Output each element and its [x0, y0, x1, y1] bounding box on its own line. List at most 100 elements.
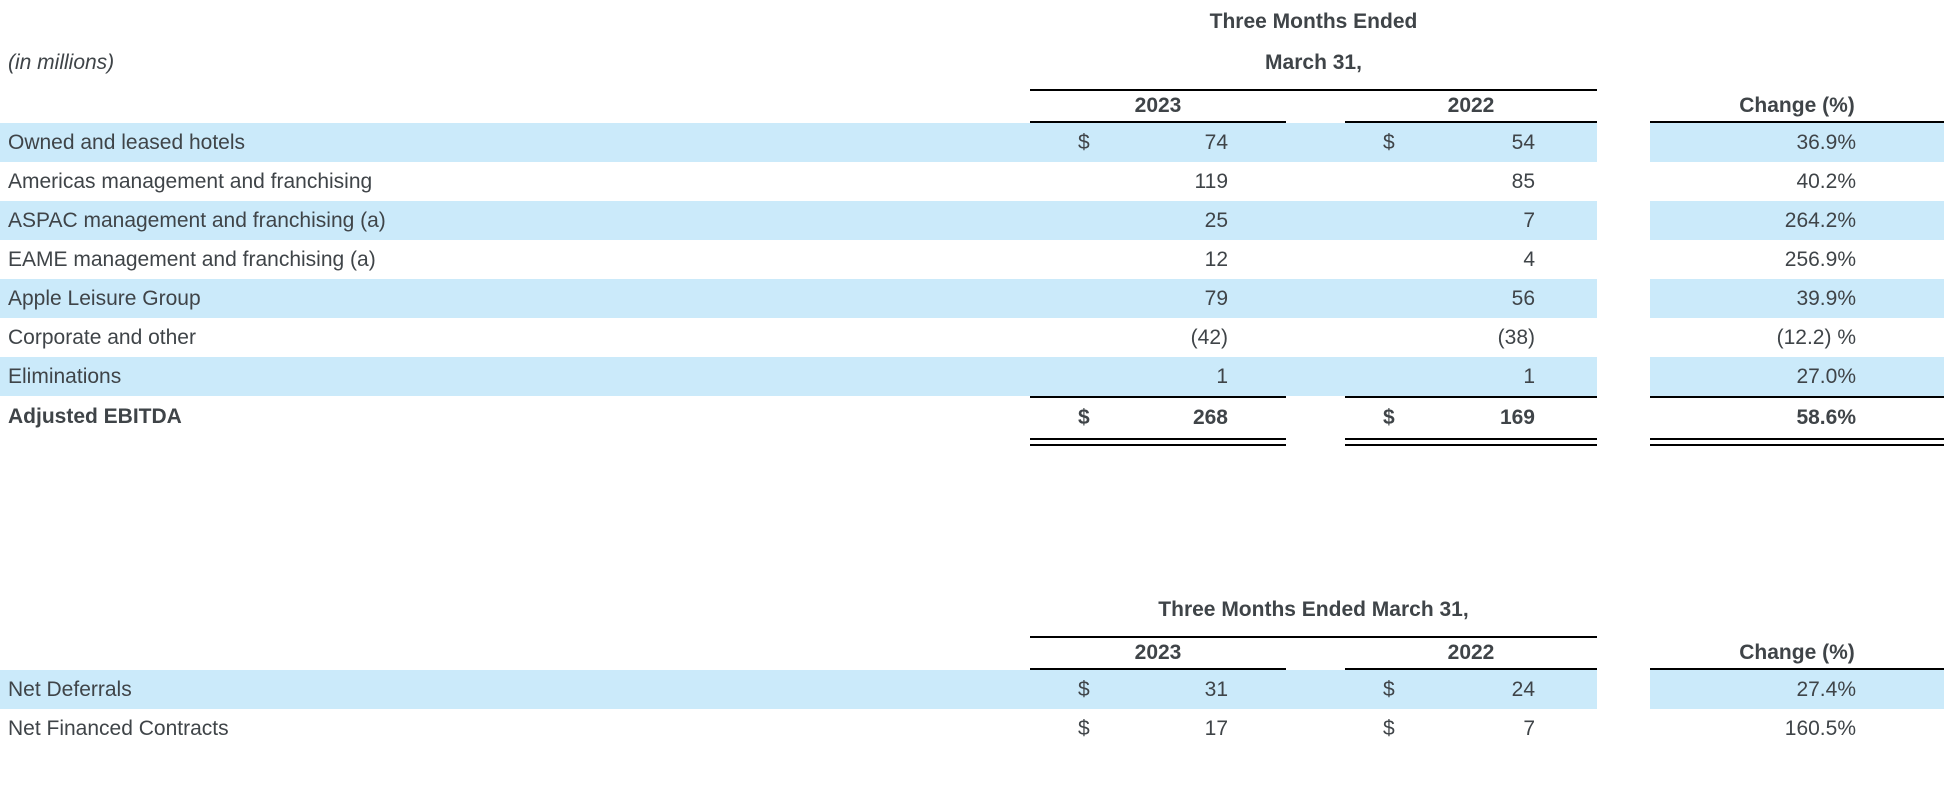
dollar-sign: $: [1078, 716, 1090, 740]
cell-2023: 79: [1030, 279, 1286, 318]
cell-change: 27.4%: [1650, 670, 1944, 709]
dollar-sign: $: [1383, 130, 1395, 154]
value-2022: 85: [1511, 169, 1535, 193]
dollar-sign: $: [1383, 677, 1395, 701]
value-2022: (38): [1497, 325, 1535, 349]
dollar-sign: $: [1078, 406, 1090, 429]
cell-change: 36.9%: [1650, 123, 1944, 162]
table-row: Owned and leased hotels $74 $54 36.9%: [0, 123, 1944, 162]
table-row: Net Deferrals $31 $24 27.4%: [0, 670, 1944, 709]
cell-2023: 1: [1030, 357, 1286, 396]
table-row: Net Financed Contracts $17 $7 160.5%: [0, 709, 1944, 748]
row-label: Net Deferrals: [8, 677, 132, 701]
column-header-change: Change (%): [1650, 638, 1944, 670]
cell-change: (12.2) %: [1650, 318, 1944, 357]
cell-2023: $17: [1030, 709, 1286, 748]
value-2023: 74: [1204, 130, 1228, 154]
period-title-line2: March 31,: [1265, 51, 1362, 74]
change-value: 27.4%: [1796, 677, 1856, 701]
change-value: 40.2%: [1796, 169, 1856, 193]
value-2023: 12: [1204, 247, 1228, 271]
row-label: Apple Leisure Group: [8, 286, 201, 310]
value-2022: 54: [1511, 130, 1535, 154]
table-row: Apple Leisure Group 79 56 39.9%: [0, 279, 1944, 318]
cell-2022: 85: [1345, 162, 1597, 201]
value-2023: 268: [1192, 406, 1228, 429]
column-gap: [1286, 709, 1345, 748]
value-2022: 56: [1511, 286, 1535, 310]
band-gap: [1597, 670, 1650, 709]
row-main-band: Americas management and franchising 119 …: [0, 162, 1597, 201]
row-main-band: Eliminations 1 1: [0, 357, 1597, 396]
table-row: ASPAC management and franchising (a) 25 …: [0, 201, 1944, 240]
row-label: Owned and leased hotels: [8, 130, 245, 154]
change-value: 160.5%: [1784, 716, 1856, 740]
change-value: 27.0%: [1796, 364, 1856, 388]
band-gap: [1597, 201, 1650, 240]
row-label: ASPAC management and franchising (a): [8, 208, 386, 232]
change-value: 39.9%: [1796, 286, 1856, 310]
band-gap: [1597, 318, 1650, 357]
column-gap: [1286, 91, 1345, 123]
double-rule-row: [0, 438, 1944, 447]
period-title-line1: Three Months Ended: [1209, 10, 1418, 33]
cell-2023: 119: [1030, 162, 1286, 201]
value-2023: 17: [1204, 716, 1228, 740]
row-label: Eliminations: [8, 364, 122, 388]
band-gap: [1597, 240, 1650, 279]
value-2022: 4: [1523, 247, 1535, 271]
dollar-sign: $: [1383, 716, 1395, 740]
row-main-band: Corporate and other (42) (38): [0, 318, 1597, 357]
column-header-2023: 2023: [1030, 638, 1286, 670]
table2-period-title: Three Months Ended March 31,: [1158, 598, 1469, 621]
column-gap: [1286, 357, 1345, 396]
dollar-sign: $: [1078, 130, 1090, 154]
double-rule-change: [1650, 438, 1944, 446]
cell-2022: 7: [1345, 201, 1597, 240]
column-gap: [1286, 396, 1345, 438]
band-gap: [1597, 396, 1650, 438]
column-gap: [1286, 201, 1345, 240]
value-2022: 1: [1523, 364, 1535, 388]
column-header-spacer: [0, 638, 1030, 670]
table-row: Corporate and other (42) (38) (12.2) %: [0, 318, 1944, 357]
cell-2022: 1: [1345, 357, 1597, 396]
column-gap: [1286, 318, 1345, 357]
change-value: 58.6%: [1796, 406, 1856, 429]
double-rule-2023: [1030, 438, 1286, 446]
table-row: Eliminations 1 1 27.0%: [0, 357, 1944, 396]
value-2023: (42): [1190, 325, 1228, 349]
band-gap: [1597, 279, 1650, 318]
row-main-band: Apple Leisure Group 79 56: [0, 279, 1597, 318]
value-2022: 7: [1523, 716, 1535, 740]
total-row-adjusted-ebitda: Adjusted EBITDA $268 $169 58.6%: [0, 396, 1944, 438]
change-value: (12.2) %: [1776, 325, 1856, 349]
cell-2022: $54: [1345, 123, 1597, 162]
cell-change: 160.5%: [1650, 709, 1944, 748]
column-header-2023: 2023: [1030, 91, 1286, 123]
column-header-change: Change (%): [1650, 91, 1944, 123]
value-2022: 169: [1499, 406, 1535, 429]
column-gap: [1286, 670, 1345, 709]
cell-change: 256.9%: [1650, 240, 1944, 279]
row-main-band: Adjusted EBITDA $268 $169: [0, 396, 1597, 438]
value-2023: 119: [1194, 169, 1228, 193]
column-gap: [1286, 279, 1345, 318]
column-header-spacer: [0, 91, 1030, 123]
value-2022: 7: [1523, 208, 1535, 232]
value-2023: 31: [1204, 677, 1228, 701]
column-gap: [1286, 638, 1345, 670]
cell-2022: $7: [1345, 709, 1597, 748]
column-gap: [1597, 91, 1650, 123]
cell-change: 58.6%: [1650, 396, 1944, 438]
table1-header-line2-row: (in millions) March 31,: [0, 48, 1944, 78]
change-value: 36.9%: [1796, 130, 1856, 154]
row-main-band: Net Deferrals $31 $24: [0, 670, 1597, 709]
row-main-band: Owned and leased hotels $74 $54: [0, 123, 1597, 162]
band-gap: [1597, 709, 1650, 748]
column-header-2022: 2022: [1345, 638, 1597, 670]
cell-2022: $169: [1345, 396, 1597, 438]
column-gap: [1286, 162, 1345, 201]
cell-2023: $74: [1030, 123, 1286, 162]
